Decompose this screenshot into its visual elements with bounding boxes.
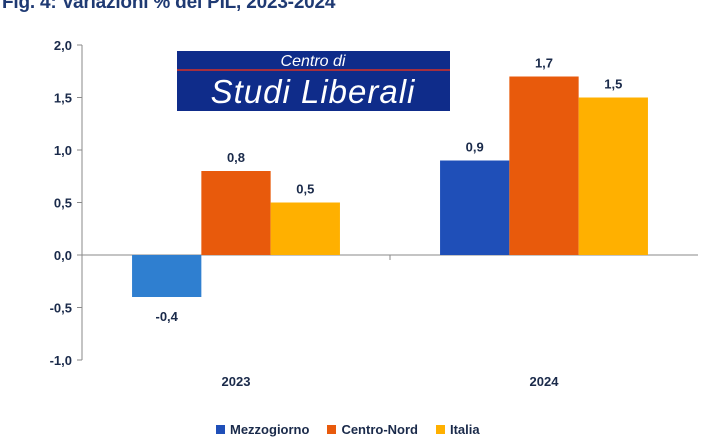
logo-line-1: Centro di <box>281 53 346 70</box>
y-tick-label: 1,0 <box>54 143 72 158</box>
chart-title: Fig. 4: Variazioni % del PIL, 2023-2024 <box>2 0 336 13</box>
legend-swatch <box>327 425 337 434</box>
y-tick-label: 0,0 <box>54 248 72 263</box>
legend: Mezzogiorno Centro-Nord Italia <box>216 422 480 437</box>
y-tick-label: -0,5 <box>50 301 72 316</box>
y-tick-label: 0,5 <box>54 196 72 211</box>
legend-item: Italia <box>435 422 480 437</box>
bar <box>440 160 510 255</box>
centro-studi-liberali-logo: Centro di Studi Liberali <box>177 51 450 111</box>
y-tick-label: -1,0 <box>50 353 72 368</box>
data-label: 0,9 <box>466 140 484 155</box>
logo-background <box>177 51 450 111</box>
x-tick-label: 2023 <box>222 374 251 389</box>
legend-swatch <box>216 425 225 434</box>
data-label: -0,4 <box>155 309 178 324</box>
legend-item: Centro-Nord <box>327 422 418 437</box>
legend-label: Centro-Nord <box>341 422 418 437</box>
legend-item: Mezzogiorno <box>216 422 309 437</box>
y-tick-label: 2,0 <box>54 38 72 53</box>
bar-labels: -0,4 0,8 0,5 0,9 1,7 1,5 <box>155 56 622 325</box>
data-label: 1,7 <box>535 56 553 71</box>
legend-label: Mezzogiorno <box>230 422 310 437</box>
legend-label: Italia <box>449 422 480 437</box>
bars <box>132 76 648 297</box>
bar <box>201 171 271 255</box>
bar <box>132 255 202 297</box>
data-label: 0,5 <box>296 182 314 197</box>
y-tick-label: 1,5 <box>54 91 72 106</box>
data-label: 0,8 <box>227 150 245 165</box>
logo-line-2: Studi Liberali <box>211 73 416 110</box>
bar <box>509 76 579 255</box>
x-tick-label: 2024 <box>530 374 560 389</box>
bar <box>578 97 648 255</box>
bar <box>270 202 340 255</box>
legend-swatch <box>435 425 445 434</box>
data-label: 1,5 <box>604 77 622 92</box>
y-axis: -1,0 -0,5 0,0 0,5 1,0 1,5 2,0 <box>50 38 83 368</box>
